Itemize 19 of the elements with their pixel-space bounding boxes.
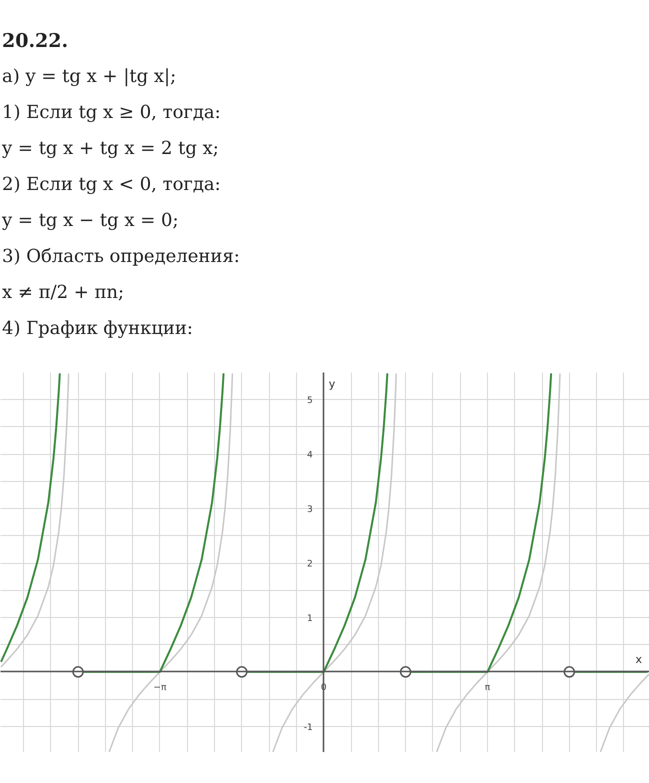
text: 4) График функции: — [2, 317, 194, 342]
text: а) y = tg x + |tg x|; — [2, 65, 178, 90]
text: y = tg x + tg x = 2 tg x; — [2, 137, 220, 162]
y-axis-title: y — [328, 378, 336, 390]
y-tick-label: 4 — [306, 450, 313, 461]
x-tick-label: π — [484, 682, 491, 693]
text: 1) Если tg x ≥ 0, тогда: — [2, 101, 222, 126]
chart-title: 20.22. — [2, 29, 70, 54]
y-tick-label: -1 — [304, 722, 313, 733]
x-tick-label: −π — [153, 682, 167, 693]
x-axis-title: x — [636, 652, 642, 666]
y-tick-label: 2 — [306, 560, 313, 570]
text: 3) Область определения: — [2, 245, 240, 270]
y-tick-label: 5 — [306, 396, 313, 406]
y-tick-label: 1 — [306, 614, 313, 624]
text: y = tg x − tg x = 0; — [2, 209, 180, 234]
text: x ≠ π/2 + πn; — [2, 281, 126, 306]
y-tick-label: 3 — [306, 505, 313, 516]
text: 2) Если tg x < 0, тогда: — [2, 173, 222, 198]
